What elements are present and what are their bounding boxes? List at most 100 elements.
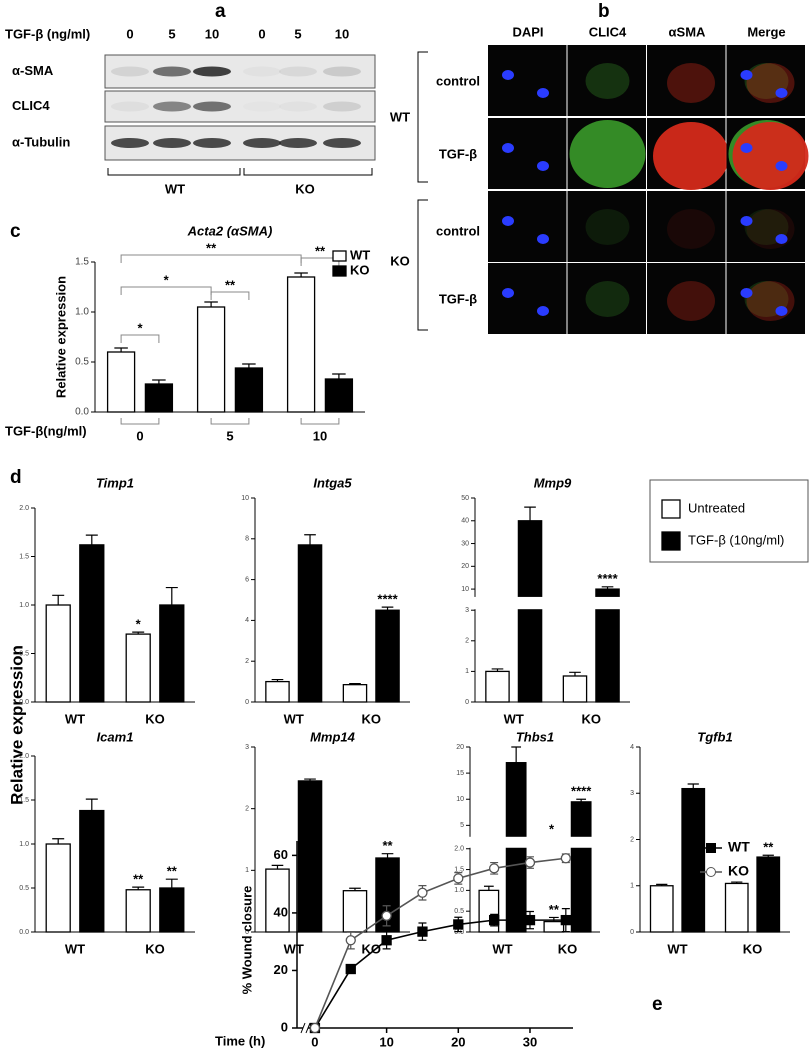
panel-label: b [598, 1, 610, 22]
y-tick-label: 20 [461, 563, 469, 570]
error-bar [304, 534, 316, 545]
error-bar [52, 594, 65, 605]
error-bar [349, 887, 361, 891]
x-axis-title: TGF-β(ng/ml) [5, 423, 87, 438]
x-tick-label: 0 [136, 428, 143, 443]
nucleus [740, 288, 753, 298]
bar [681, 787, 706, 933]
significance: ** [133, 872, 144, 887]
nucleus [502, 216, 514, 226]
y-tick-label: 1 [245, 867, 249, 874]
significance: ** [167, 864, 178, 879]
error-bar [511, 746, 522, 763]
nucleus [502, 70, 514, 80]
bar [234, 367, 264, 413]
dose: 10 [205, 26, 219, 41]
micrograph [647, 191, 726, 262]
y-tick-label: 0.5 [75, 357, 89, 368]
dose: 5 [168, 26, 175, 41]
cell-green [585, 63, 630, 99]
nucleus [775, 161, 788, 171]
micrograph [488, 45, 567, 116]
legend-box [649, 479, 809, 563]
axis-break [472, 596, 632, 610]
marker [417, 926, 428, 937]
cell-red [653, 122, 729, 190]
significance: ** [315, 243, 326, 258]
bar [543, 920, 565, 933]
y-tick-label: 50 [461, 495, 469, 502]
chart-title: Acta2 (αSMA) [187, 223, 273, 238]
y-tick-label: 15 [456, 770, 464, 777]
error-bar [381, 606, 394, 611]
y-tick-label: 0.0 [75, 407, 89, 418]
x-tick-label: WT [504, 711, 524, 726]
y-tick-label: 1.0 [454, 887, 464, 894]
nucleus [775, 234, 788, 244]
legend-marker [706, 867, 716, 877]
y-tick-label: 3 [465, 607, 469, 614]
x-tick-label: KO [743, 941, 763, 956]
nucleus [537, 234, 549, 244]
significance: * [549, 821, 555, 836]
y-tick-label: 1.0 [19, 841, 29, 848]
error-bar [304, 778, 316, 781]
significance: ** [225, 277, 236, 292]
error-bar [271, 864, 284, 870]
legend-label: Untreated [688, 500, 745, 515]
error-bar [491, 668, 504, 672]
y-tick-label: 2.0 [19, 505, 29, 512]
error-bar [242, 363, 256, 368]
marker [524, 857, 536, 868]
x-tick-label: WT [667, 941, 687, 956]
y-tick-label: 2.0 [19, 753, 29, 760]
x-tick-label: WT [284, 711, 304, 726]
y-tick-label: 0 [281, 1019, 288, 1034]
series-line [314, 857, 566, 1029]
x-tick-label: KO [145, 711, 165, 726]
nucleus [740, 216, 753, 226]
bar [79, 544, 105, 703]
error-bar [332, 373, 346, 379]
band [323, 66, 361, 77]
bar [297, 544, 323, 703]
axis-break [467, 836, 602, 848]
y-tick-label: 1.5 [19, 797, 29, 804]
marker [381, 935, 392, 946]
y-axis-title: Relative expression [53, 276, 68, 398]
significance-bracket [210, 291, 250, 300]
group-bracket [210, 418, 250, 425]
marker [453, 919, 464, 930]
error-bar [85, 798, 98, 811]
error-bar [114, 347, 128, 352]
bar [106, 351, 136, 413]
bar [286, 276, 316, 413]
significance: * [164, 272, 170, 287]
y-tick-label: 4 [630, 744, 634, 751]
error-bar [381, 853, 394, 858]
significance-bracket [120, 334, 160, 343]
band [111, 66, 149, 77]
micrograph [726, 45, 805, 116]
y-tick-label: 1 [630, 883, 634, 890]
x-tick-label: WT [492, 941, 512, 956]
nucleus [537, 88, 549, 98]
y-tick-label: 1 [465, 668, 469, 675]
nucleus [740, 143, 753, 153]
bar [265, 680, 290, 703]
significance: **** [597, 571, 618, 586]
error-bar [349, 683, 361, 685]
legend-label: KO [728, 863, 749, 879]
band [243, 67, 281, 77]
bar [324, 378, 354, 413]
significance-bracket [300, 257, 340, 266]
error-bar [271, 678, 284, 682]
x-tick-label: 20 [451, 1034, 465, 1049]
chart-title: Tgfb1 [697, 729, 732, 744]
y-tick-label: 0.0 [454, 929, 464, 936]
marker [560, 914, 571, 926]
column-header: DAPI [512, 24, 543, 39]
chart-title: Mmp14 [310, 729, 356, 744]
band [153, 66, 191, 77]
nucleus [502, 143, 514, 153]
